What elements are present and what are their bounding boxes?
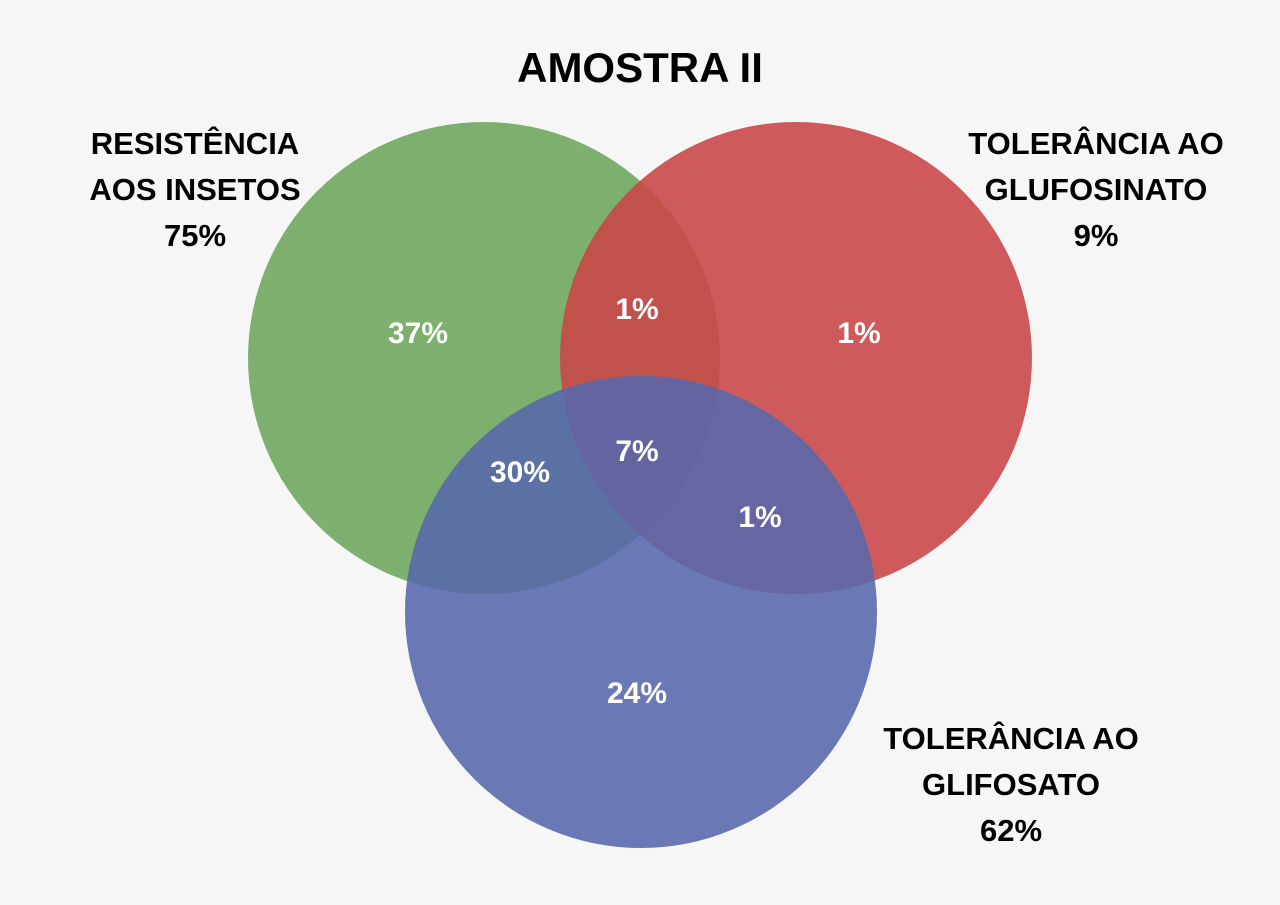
region-all-three: 7% [615, 435, 658, 468]
set-total-glifosato: 62% [980, 813, 1042, 848]
region-insetos-glufosinato: 1% [615, 293, 658, 326]
region-glufosinato-glifosato: 1% [738, 501, 781, 534]
set-total-insetos: 75% [164, 218, 226, 253]
region-insetos-only: 37% [388, 317, 448, 350]
region-insetos-glifosato: 30% [490, 456, 550, 489]
circle-tolerancia-glifosato [405, 376, 877, 848]
diagram-title: AMOSTRA II [517, 44, 763, 91]
set-label-glufosinato-line1: TOLERÂNCIA AO [968, 125, 1223, 161]
region-glufosinato-only: 1% [837, 317, 880, 350]
set-label-insetos-line2: AOS INSETOS [89, 172, 300, 207]
set-label-glifosato-line2: GLIFOSATO [922, 767, 1100, 802]
set-total-glufosinato: 9% [1074, 218, 1119, 253]
region-glifosato-only: 24% [607, 677, 667, 710]
set-label-glifosato-line1: TOLERÂNCIA AO [883, 720, 1138, 756]
set-label-insetos-line1: RESISTÊNCIA [91, 125, 299, 161]
set-label-glufosinato-line2: GLUFOSINATO [985, 172, 1208, 207]
